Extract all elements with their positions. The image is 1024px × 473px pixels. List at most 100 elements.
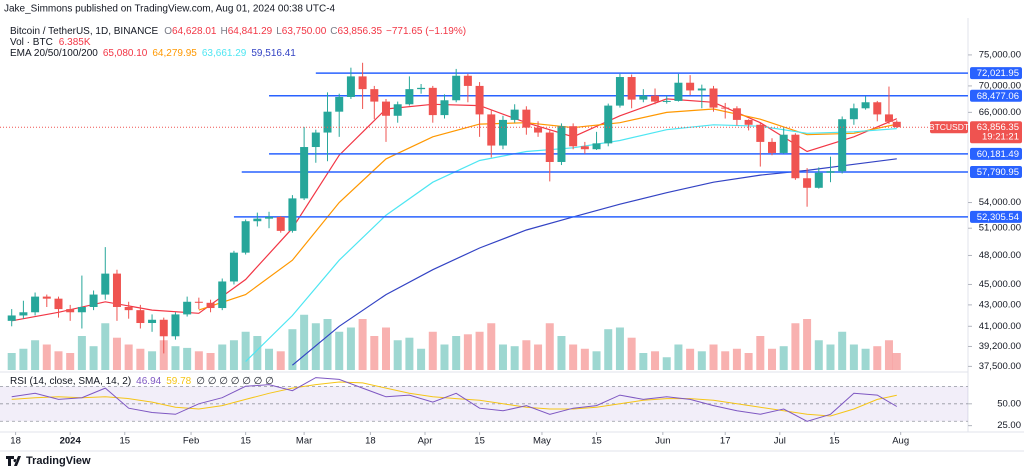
candle-body [791,134,800,179]
volume-bar [288,329,297,370]
ema-value: 65,080.10 [103,48,148,59]
volume-bar [651,351,660,370]
last-price-box [970,121,1022,144]
candle-body [615,77,624,106]
candle-body [744,119,753,125]
ohlc-key: H [220,26,227,37]
candle-body [651,95,660,102]
volume-bar [545,323,554,370]
candle-body [405,89,414,105]
candle-body [428,87,437,116]
volume-bar [604,329,613,370]
candle-body [42,296,51,299]
candle-body [709,88,718,108]
rsi-line [11,377,898,422]
candle-body [311,132,320,148]
volume-bar [686,348,695,370]
volume-bar [66,353,75,370]
volume-bar [124,344,133,370]
level-label: 60,181.49 [977,149,1019,160]
volume-bar [557,336,566,370]
volume-bar [814,340,823,370]
rsi-label: RSI (14, close, SMA, 14, 2) [10,376,131,387]
candle-body [861,102,870,109]
candle-body [440,100,449,116]
x-tick-label: Aug [892,436,909,447]
candle-body [604,105,613,144]
y-tick-label: 48,000.00 [979,250,1021,261]
candle-body [803,178,812,188]
footer: TradingView [6,455,91,467]
last-price-countdown: 19:21:21 [982,132,1019,143]
author-line: Jake_Simmons published on TradingView.co… [4,4,336,15]
volume-bar [697,351,706,370]
x-tick-label: 15 [474,436,485,447]
candle-body [89,294,98,307]
volume-bar [229,340,238,370]
candle-body [101,273,110,295]
volume-bar [253,336,262,370]
last-price-symbol: BTCUSDT [929,122,969,132]
rsi-y-tick-label: 25.00 [997,420,1021,431]
volume-bar [884,340,893,370]
footer-brand: TradingView [26,455,91,467]
volume-bar [768,348,776,370]
symbol-name: Bitcoin / TetherUS, 1D, BINANCE [10,26,159,37]
rsi-symbols: ∅ ∅ ∅ ∅ ∅ ∅ ∅ [196,376,274,387]
volume-label: Vol · BTC [10,37,53,48]
x-tick-label: 15 [829,436,840,447]
candle-body [265,216,274,219]
y-tick-label: 54,000.00 [979,197,1021,208]
volume-bar [42,344,51,370]
candle-body [814,172,823,188]
volume-bar [405,337,414,370]
ema-value: 59,516.41 [251,48,296,59]
volume-bar [370,336,379,370]
y-tick-label: 43,000.00 [979,299,1021,310]
volume-bar [393,340,402,370]
candle-body [335,96,344,112]
volume-bar [428,331,437,370]
ohlc-value: 63,856.35 [338,26,383,37]
volume-value: 6.385K [59,37,91,48]
candle-body [510,109,519,120]
candle-body [288,198,297,231]
volume-bar [265,348,274,370]
last-price-symbol-box [930,121,968,134]
candle-body [756,124,765,142]
rsi-value: 59.78 [166,376,191,387]
candle-body [592,143,601,150]
candle-body [768,141,776,153]
candle-body [475,85,484,115]
volume-bar [323,319,332,370]
level-label-box [970,210,1022,223]
volume-bar [615,327,624,370]
ema-legend: EMA 20/50/100/200 65,080.10 64,279.95 63,66… [10,48,296,59]
volume-bar [779,346,788,370]
candle-body [498,119,507,146]
volume-bar [826,344,835,370]
candle-body [452,75,461,101]
volume-bar [534,344,543,370]
candle-body [136,310,145,324]
candle-body [534,127,543,133]
candle-body [66,309,75,313]
rsi-line [11,381,897,417]
candle-body [159,319,168,337]
volume-bar [487,323,496,370]
candle-body [31,296,40,313]
level-label-box [970,147,1022,160]
volume-bar [791,323,800,370]
x-tick-label: May [533,436,551,447]
candle-body [838,119,847,172]
volume-bar [744,353,753,370]
volume-bar [7,353,16,370]
volume-bar [112,337,121,370]
candle-body [370,89,379,102]
volume-bar [721,351,730,370]
level-label: 57,790.95 [977,167,1019,178]
x-tick-label: 15 [240,436,251,447]
volume-bar [662,357,671,370]
rsi-y-tick-label: 50.00 [997,398,1021,409]
